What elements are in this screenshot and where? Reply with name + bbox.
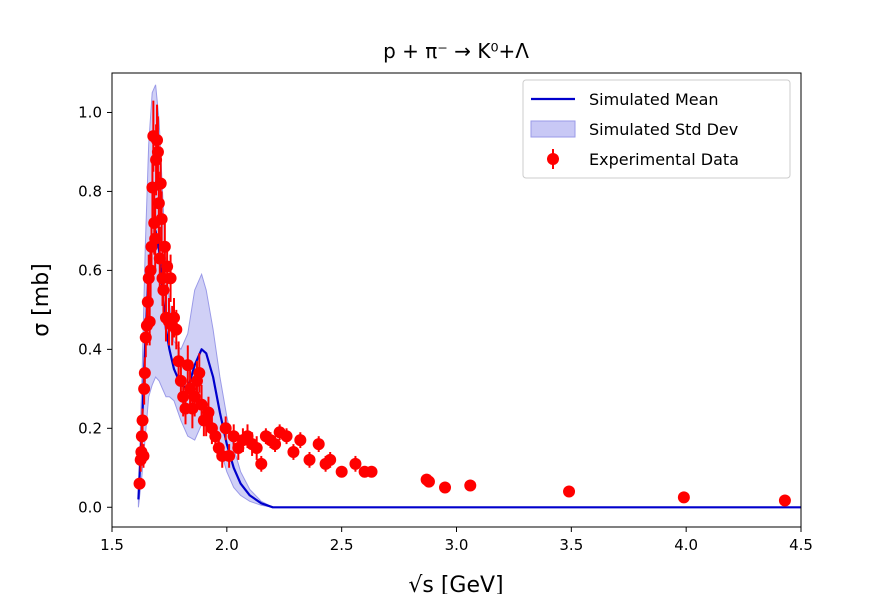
y-tick-label: 0.6	[78, 261, 102, 279]
data-point	[349, 455, 362, 472]
data-marker	[151, 145, 164, 158]
data-point	[778, 494, 791, 507]
data-point	[303, 451, 316, 468]
x-axis: 1.5 2.0 2.5 3.0 3.5 4.0 4.5	[100, 527, 813, 554]
data-marker	[294, 434, 307, 447]
x-tick-label: 2.0	[215, 536, 239, 554]
x-tick-label: 1.5	[100, 536, 124, 554]
data-marker	[135, 430, 148, 443]
x-axis-label: √s [GeV]	[408, 573, 503, 594]
y-tick-label: 0.4	[78, 340, 102, 358]
data-point	[255, 455, 268, 472]
data-point	[193, 353, 206, 393]
data-marker	[137, 449, 150, 462]
data-marker	[193, 367, 206, 380]
y-tick-label: 1.0	[78, 103, 102, 121]
data-point	[269, 436, 282, 452]
data-marker	[227, 430, 240, 443]
data-marker	[255, 457, 268, 470]
data-point	[439, 481, 452, 494]
data-marker	[349, 457, 362, 470]
legend-data-marker	[547, 153, 559, 165]
legend-mean-label: Simulated Mean	[589, 90, 719, 109]
data-marker	[136, 414, 149, 427]
data-point	[365, 465, 378, 478]
data-point	[250, 436, 263, 460]
data-marker	[312, 438, 325, 451]
data-point	[164, 254, 177, 302]
data-point	[181, 345, 194, 385]
data-marker	[219, 422, 232, 435]
legend-band-swatch	[530, 120, 576, 138]
data-marker	[170, 323, 183, 336]
data-marker	[303, 453, 316, 466]
x-tick-label: 3.0	[445, 536, 469, 554]
data-point	[563, 485, 576, 498]
data-marker	[324, 453, 337, 466]
data-marker	[287, 445, 300, 458]
x-tick-label: 4.0	[674, 536, 698, 554]
data-marker	[158, 240, 171, 253]
data-marker	[164, 272, 177, 285]
x-tick-label: 4.5	[789, 536, 813, 554]
data-point	[294, 432, 307, 449]
data-point	[312, 436, 325, 452]
data-marker	[143, 315, 156, 328]
data-marker	[778, 494, 791, 507]
data-marker	[133, 477, 146, 490]
data-point	[136, 408, 149, 433]
data-point	[143, 298, 156, 346]
chart-title: p + π⁻ → K⁰+Λ	[383, 39, 529, 63]
legend-data-label: Experimental Data	[589, 150, 739, 169]
data-marker	[269, 438, 282, 451]
data-point	[677, 491, 690, 504]
data-marker	[223, 449, 236, 462]
legend-frame	[522, 79, 791, 179]
data-point	[280, 428, 293, 445]
y-tick-label: 0.2	[78, 419, 102, 437]
data-marker	[677, 491, 690, 504]
data-point	[223, 444, 236, 468]
data-point	[133, 477, 146, 490]
data-point	[464, 479, 477, 492]
x-tick-label: 3.5	[559, 536, 583, 554]
data-marker	[138, 367, 151, 380]
data-point	[170, 309, 183, 350]
data-marker	[464, 479, 477, 492]
data-point	[324, 451, 337, 468]
y-axis: 0.0 0.2 0.4 0.6 0.8 1.0	[78, 103, 112, 516]
data-points-layer	[133, 100, 791, 507]
data-marker	[149, 232, 162, 245]
data-marker	[168, 311, 181, 324]
y-axis-label: σ [mb]	[29, 263, 54, 337]
x-tick-label: 2.5	[330, 536, 354, 554]
y-tick-label: 0.0	[78, 498, 102, 516]
data-marker	[174, 374, 187, 387]
data-marker	[439, 481, 452, 494]
data-marker	[152, 197, 165, 210]
legend-band-label: Simulated Std Dev	[589, 120, 738, 139]
y-tick-label: 0.8	[78, 182, 102, 200]
data-point	[422, 475, 435, 488]
data-marker	[181, 359, 194, 372]
data-point	[219, 416, 232, 441]
data-marker	[563, 485, 576, 498]
data-marker	[365, 465, 378, 478]
data-marker	[250, 442, 263, 455]
data-marker	[280, 430, 293, 443]
data-point	[287, 444, 300, 460]
data-point	[335, 465, 348, 478]
data-point	[138, 357, 151, 389]
data-marker	[422, 475, 435, 488]
data-point	[137, 444, 150, 468]
data-marker	[335, 465, 348, 478]
legend: Simulated Mean Simulated Std Dev Experim…	[522, 79, 791, 179]
data-marker	[154, 177, 167, 190]
data-point	[227, 424, 240, 449]
